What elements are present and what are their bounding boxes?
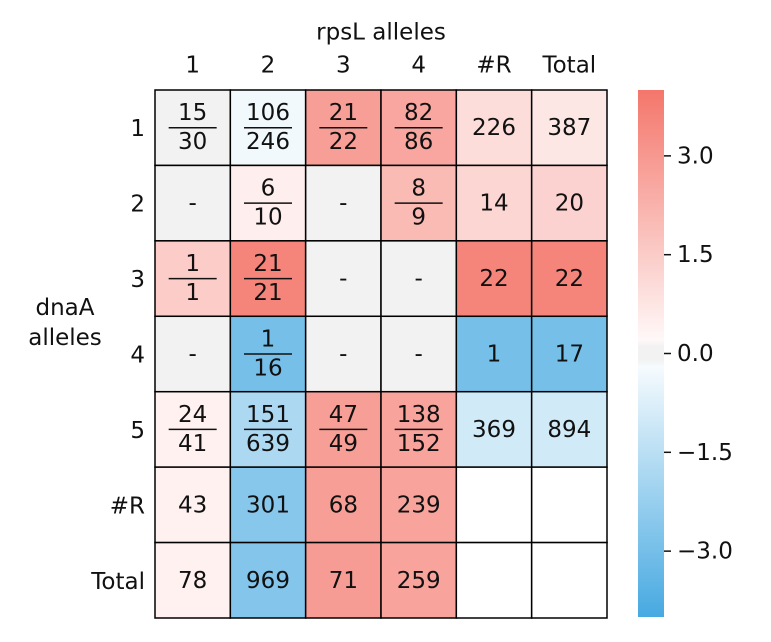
cell-text: - (415, 342, 423, 368)
column-label: 1 (185, 53, 200, 79)
cell-denominator: 21 (253, 280, 282, 306)
cell-denominator: 1 (185, 280, 200, 306)
cell-denominator: 49 (329, 431, 358, 457)
row-label: 2 (130, 192, 145, 218)
cell-denominator: 30 (178, 129, 207, 155)
cell-numerator: 151 (246, 402, 290, 428)
cell (229, 466, 307, 544)
cell-denominator: 10 (253, 205, 282, 231)
cell-text: - (339, 342, 347, 368)
cell-text: - (339, 266, 347, 292)
cell-denominator: 152 (397, 431, 441, 457)
cell (455, 390, 533, 468)
cell-numerator: 21 (329, 100, 358, 126)
cell (455, 466, 533, 544)
cell-text: 1 (487, 342, 502, 368)
cell-text: 17 (555, 342, 584, 368)
cell-numerator: 8 (411, 176, 426, 202)
row-label: #R (110, 493, 145, 519)
row-label: Total (90, 569, 145, 595)
cell (304, 466, 382, 544)
cell-denominator: 16 (253, 356, 282, 382)
column-label: #R (476, 53, 511, 79)
cell-text: 43 (178, 492, 207, 518)
cell-denominator: 22 (329, 129, 358, 155)
cell-numerator: 106 (246, 100, 290, 126)
cell-numerator: 21 (253, 251, 282, 277)
cell-text: - (189, 342, 197, 368)
cell (229, 240, 307, 318)
column-label: 2 (261, 53, 276, 79)
row-label: 5 (130, 418, 145, 444)
y-label: dnaA alleles (28, 295, 102, 351)
cell-denominator: 41 (178, 431, 207, 457)
cell (530, 89, 608, 167)
column-label: 4 (411, 53, 426, 79)
cell-text: 71 (329, 568, 358, 594)
cell-text: 239 (397, 492, 441, 518)
cell-text: 259 (397, 568, 441, 594)
cell-text: - (339, 191, 347, 217)
cell-text: - (189, 191, 197, 217)
cell (530, 164, 608, 242)
cell-text: 226 (472, 115, 516, 141)
colorbar (638, 90, 664, 617)
cell-text: 22 (479, 266, 508, 292)
cell (455, 89, 533, 167)
cell (455, 541, 533, 619)
cell-text: 969 (246, 568, 290, 594)
cell (154, 541, 232, 619)
cell-denominator: 639 (246, 431, 290, 457)
row-label: 3 (130, 267, 145, 293)
cell-text: 78 (178, 568, 207, 594)
column-label: Total (541, 53, 596, 79)
cell-numerator: 47 (329, 402, 358, 428)
cell-text: 369 (472, 417, 516, 443)
chart-title: rpsL alleles (316, 20, 446, 46)
cell-numerator: 6 (261, 176, 276, 202)
row-label: 1 (130, 116, 145, 142)
cell-text: 14 (479, 191, 508, 217)
cell-numerator: 15 (178, 100, 207, 126)
cell-denominator: 246 (246, 129, 290, 155)
cell-text: 894 (547, 417, 591, 443)
cell-numerator: 24 (178, 402, 207, 428)
row-label: 4 (130, 343, 145, 369)
column-label: 3 (336, 53, 351, 79)
cell-numerator: 1 (261, 327, 276, 353)
cell (530, 541, 608, 619)
colorbar-tick-label: 3.0 (677, 143, 714, 169)
cell-text: 20 (555, 191, 584, 217)
cell-numerator: 138 (397, 402, 441, 428)
cell-denominator: 86 (404, 129, 433, 155)
cell-numerator: 1 (185, 251, 200, 277)
cell-text: 68 (329, 492, 358, 518)
cell (530, 315, 608, 393)
colorbar-tick-label: 0.0 (677, 341, 714, 367)
cell-denominator: 9 (411, 205, 426, 231)
cell-text: 301 (246, 492, 290, 518)
cell (530, 240, 608, 318)
cell (455, 164, 533, 242)
cell (304, 240, 382, 318)
colorbar-tick-label: −1.5 (677, 440, 733, 466)
cell (530, 390, 608, 468)
colorbar-tick-label: −3.0 (677, 539, 733, 565)
cell-text: - (415, 266, 423, 292)
cell (304, 541, 382, 619)
cell (530, 466, 608, 544)
cell-text: 387 (547, 115, 591, 141)
colorbar-tick-label: 1.5 (677, 242, 714, 268)
cell-numerator: 82 (404, 100, 433, 126)
cell-text: 22 (555, 266, 584, 292)
cell (455, 240, 533, 318)
